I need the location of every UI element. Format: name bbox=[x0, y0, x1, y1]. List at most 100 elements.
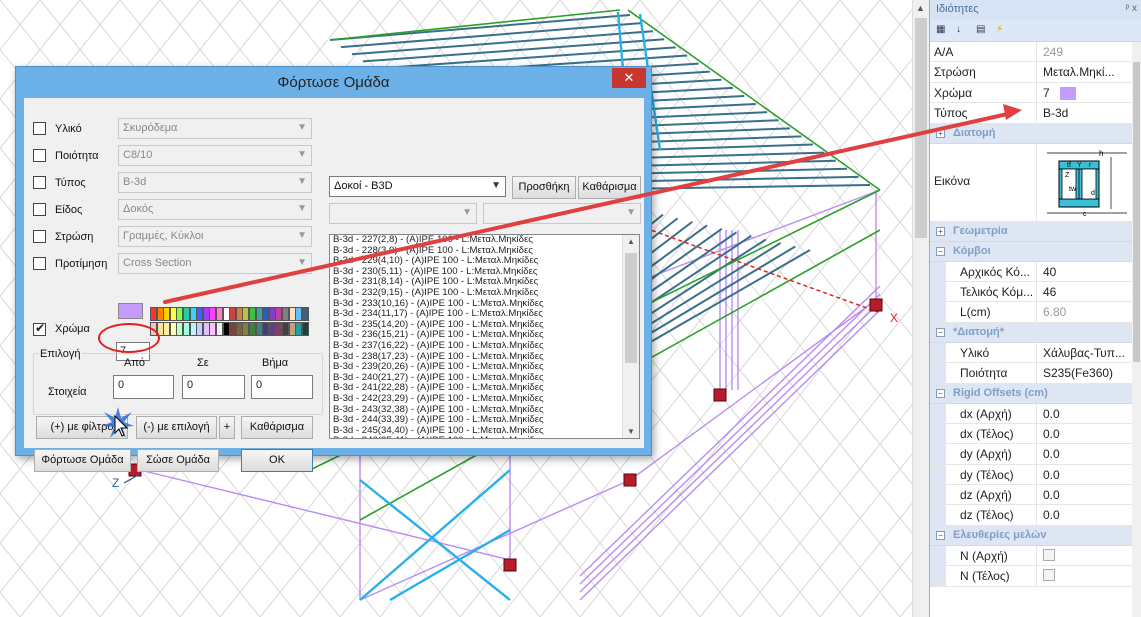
palette-swatch[interactable] bbox=[301, 307, 309, 321]
filter-combo-0[interactable]: Σκυρόδεμα ▼ bbox=[118, 118, 312, 139]
palette-swatch[interactable] bbox=[156, 307, 164, 321]
support-node-icon[interactable] bbox=[503, 558, 517, 572]
support-node-icon[interactable] bbox=[713, 388, 727, 402]
palette-swatch[interactable] bbox=[255, 307, 263, 321]
palette-swatch[interactable] bbox=[189, 322, 197, 336]
from-input[interactable]: 0 bbox=[113, 375, 174, 399]
events-lightning-icon[interactable]: ⚡ bbox=[996, 24, 1004, 35]
palette-swatch[interactable] bbox=[222, 322, 230, 336]
list-item[interactable]: B-3d - 242(23,29) - (A)IPE 100 - L:Μεταλ… bbox=[333, 392, 544, 404]
category-section-material[interactable]: − *Διατομή* bbox=[930, 322, 1141, 343]
palette-swatch[interactable] bbox=[196, 307, 204, 321]
list-item[interactable]: B-3d - 243(32,38) - (A)IPE 100 - L:Μεταλ… bbox=[333, 403, 544, 415]
n-start-checkbox[interactable] bbox=[1043, 548, 1055, 561]
palette-swatch[interactable] bbox=[295, 322, 303, 336]
palette-swatch[interactable] bbox=[229, 322, 237, 336]
palette-swatch[interactable] bbox=[156, 322, 164, 336]
collapse-icon[interactable]: − bbox=[936, 530, 945, 540]
palette-swatch[interactable] bbox=[163, 322, 171, 336]
list-item[interactable]: B-3d - 244(33,39) - (A)IPE 100 - L:Μεταλ… bbox=[333, 414, 544, 426]
category-nodes[interactable]: − Κόμβοι bbox=[930, 241, 1141, 262]
element-type-combo[interactable]: Δοκοί - B3D ▼ bbox=[329, 176, 506, 197]
palette-swatch[interactable] bbox=[282, 322, 289, 336]
color-checkbox[interactable] bbox=[33, 321, 46, 336]
list-item[interactable]: B-3d - 237(16,22) - (A)IPE 100 - L:Μεταλ… bbox=[333, 339, 544, 351]
expand-icon[interactable]: + bbox=[936, 128, 945, 138]
prop-row-dx-end[interactable]: dx (Τέλος) 0.0 bbox=[930, 423, 1141, 445]
palette-swatch[interactable] bbox=[216, 322, 223, 336]
palette-swatch[interactable] bbox=[169, 322, 177, 336]
add-button[interactable]: Προσθήκη bbox=[512, 176, 576, 199]
properties-scrollbar[interactable] bbox=[1132, 42, 1141, 617]
remove-by-selection-button[interactable]: (-) με επιλογή bbox=[136, 416, 217, 439]
prop-row-dx-start[interactable]: dx (Αρχή) 0.0 bbox=[930, 403, 1141, 424]
palette-swatch[interactable] bbox=[235, 307, 243, 321]
listbox-scrollbar[interactable]: ▲ ▼ bbox=[622, 235, 639, 438]
palette-swatch[interactable] bbox=[288, 307, 296, 321]
plus-button[interactable]: + bbox=[219, 416, 235, 439]
list-item[interactable]: B-3d - 241(22,28) - (A)IPE 100 - L:Μεταλ… bbox=[333, 382, 544, 394]
palette-swatch[interactable] bbox=[222, 307, 230, 321]
palette-swatch[interactable] bbox=[301, 322, 309, 336]
filter-checkbox-3[interactable] bbox=[33, 203, 46, 216]
palette-swatch[interactable] bbox=[176, 322, 184, 336]
filter-checkbox-0[interactable] bbox=[33, 122, 46, 135]
palette-swatch[interactable] bbox=[268, 322, 276, 336]
prop-row-dy-end[interactable]: dy (Τέλος) 0.0 bbox=[930, 464, 1141, 486]
scroll-thumb[interactable] bbox=[625, 253, 637, 363]
palette-swatch[interactable] bbox=[275, 307, 283, 321]
list-item[interactable]: B-3d - 236(15,21) - (A)IPE 100 - L:Μεταλ… bbox=[333, 329, 544, 341]
prop-row-end-node[interactable]: Τελικός Κόμ... 46 bbox=[930, 281, 1141, 303]
palette-swatch[interactable] bbox=[183, 307, 190, 321]
list-item[interactable]: B-3d - 234(11,17) - (A)IPE 100 - L:Μεταλ… bbox=[333, 308, 543, 320]
step-input[interactable]: 0 bbox=[251, 375, 313, 399]
palette-swatch[interactable] bbox=[209, 322, 217, 336]
dialog-titlebar[interactable]: Φόρτωσε Ομάδα ✕ bbox=[16, 67, 651, 98]
palette-swatch[interactable] bbox=[196, 322, 204, 336]
scroll-up-icon[interactable]: ▲ bbox=[627, 237, 635, 246]
palette-swatch[interactable] bbox=[163, 307, 171, 321]
prop-row-type[interactable]: Τύπος B-3d bbox=[930, 103, 1141, 124]
prop-row-n-end[interactable]: N (Τέλος) bbox=[930, 566, 1141, 587]
property-pages-icon[interactable]: ▤ bbox=[976, 24, 986, 35]
prop-row-dz-end[interactable]: dz (Τέλος) 0.0 bbox=[930, 505, 1141, 526]
palette-swatch[interactable] bbox=[275, 322, 283, 336]
list-item[interactable]: B-3d - 232(9,15) - (A)IPE 100 - L:Μεταλ.… bbox=[333, 286, 539, 298]
collapse-icon[interactable]: − bbox=[936, 327, 945, 337]
category-section[interactable]: + Διατομή bbox=[930, 123, 1141, 144]
prop-row-layer[interactable]: Στρώση Μεταλ.Μηκί... bbox=[930, 62, 1141, 83]
viewport-scrollbar[interactable]: ▲ bbox=[912, 0, 929, 617]
load-group-button[interactable]: Φόρτωσε Ομάδα bbox=[34, 449, 131, 472]
clear-selection-button[interactable]: Καθάρισμα bbox=[241, 416, 313, 439]
save-group-button[interactable]: Σώσε Ομάδα bbox=[137, 449, 219, 472]
alphabetical-sort-icon[interactable]: ↓ bbox=[956, 24, 961, 35]
palette-swatch[interactable] bbox=[229, 307, 237, 321]
filter-combo-2[interactable]: B-3d ▼ bbox=[118, 172, 312, 193]
palette-swatch[interactable] bbox=[262, 307, 270, 321]
filter-combo-3[interactable]: Δοκός ▼ bbox=[118, 199, 312, 220]
close-button[interactable]: ✕ bbox=[612, 68, 646, 88]
clear-button[interactable]: Καθάρισμα bbox=[578, 176, 641, 199]
palette-swatch[interactable] bbox=[202, 307, 210, 321]
palette-swatch[interactable] bbox=[295, 307, 303, 321]
filter-combo-1[interactable]: C8/10 ▼ bbox=[118, 145, 312, 166]
prop-row-color[interactable]: Χρώμα 7 bbox=[930, 82, 1141, 104]
filter-combo-4[interactable]: Γραμμές, Κύκλοι ▼ bbox=[118, 226, 312, 247]
prop-row-dy-start[interactable]: dy (Αρχή) 0.0 bbox=[930, 444, 1141, 465]
filter-checkbox-2[interactable] bbox=[33, 176, 46, 189]
palette-swatch[interactable] bbox=[216, 307, 223, 321]
palette-swatch[interactable] bbox=[189, 307, 197, 321]
list-item[interactable]: B-3d - 240(21,27) - (A)IPE 100 - L:Μεταλ… bbox=[333, 371, 544, 383]
prop-row-quality[interactable]: Ποιότητα S235(Fe360) bbox=[930, 363, 1141, 384]
filter-checkbox-4[interactable] bbox=[33, 230, 46, 243]
prop-row-length[interactable]: L(cm) 6.80 bbox=[930, 302, 1141, 323]
palette-swatch[interactable] bbox=[235, 322, 243, 336]
add-by-filter-button[interactable]: (+) με φίλτρο bbox=[36, 416, 128, 439]
category-rigid-offsets[interactable]: − Rigid Offsets (cm) bbox=[930, 383, 1141, 404]
palette-swatch[interactable] bbox=[249, 322, 256, 336]
to-input[interactable]: 0 bbox=[182, 375, 245, 399]
prop-row-start-node[interactable]: Αρχικός Κό... 40 bbox=[930, 261, 1141, 282]
list-item[interactable]: B-3d - 227(2,8) - (A)IPE 100 - L:Μεταλ.Μ… bbox=[333, 234, 533, 245]
filter-checkbox-1[interactable] bbox=[33, 149, 46, 162]
palette-swatch[interactable] bbox=[282, 307, 289, 321]
